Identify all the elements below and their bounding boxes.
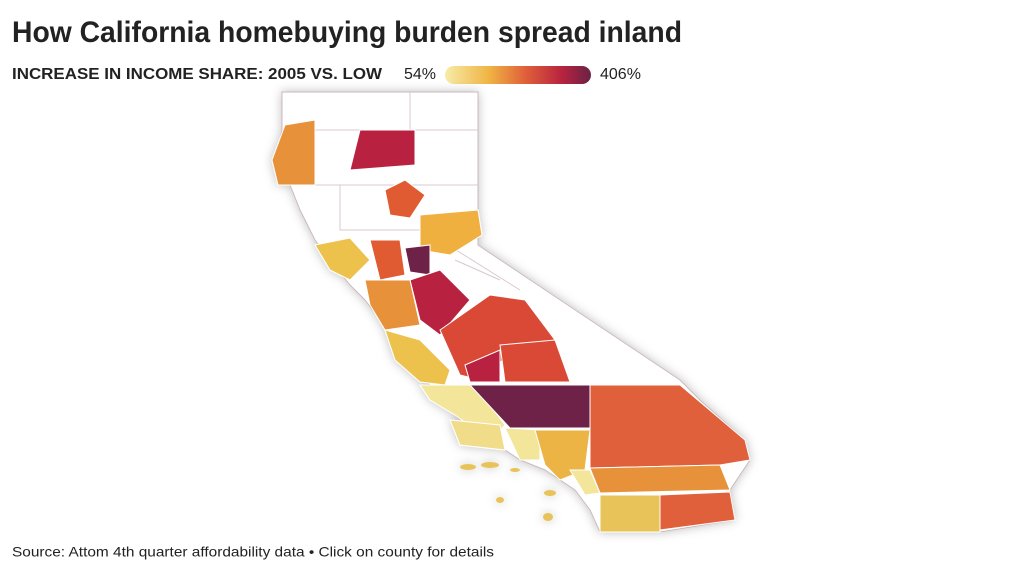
county[interactable] (314, 237, 371, 281)
county[interactable] (499, 339, 571, 383)
california-map (271, 91, 751, 533)
county[interactable] (599, 494, 661, 533)
legend-min: 54% (404, 66, 436, 83)
county[interactable] (369, 239, 406, 281)
county[interactable] (349, 129, 416, 171)
county[interactable] (569, 469, 601, 496)
county[interactable] (384, 179, 426, 219)
legend-scale (445, 66, 591, 84)
source-note: Source: Attom 4th quarter affordability … (12, 544, 494, 560)
county[interactable] (464, 349, 501, 383)
county[interactable] (419, 209, 483, 256)
county[interactable] (659, 491, 736, 531)
islands (460, 462, 556, 521)
county[interactable] (449, 419, 506, 451)
county[interactable] (589, 384, 751, 469)
legend-max: 406% (600, 66, 641, 83)
legend-title: INCREASE IN INCOME SHARE: 2005 VS. LOW (12, 66, 383, 83)
title: How California homebuying burden spread … (12, 16, 682, 49)
county[interactable] (364, 279, 421, 331)
county[interactable] (271, 119, 316, 186)
county[interactable] (504, 427, 541, 461)
county[interactable] (409, 269, 471, 336)
county[interactable] (589, 464, 731, 494)
